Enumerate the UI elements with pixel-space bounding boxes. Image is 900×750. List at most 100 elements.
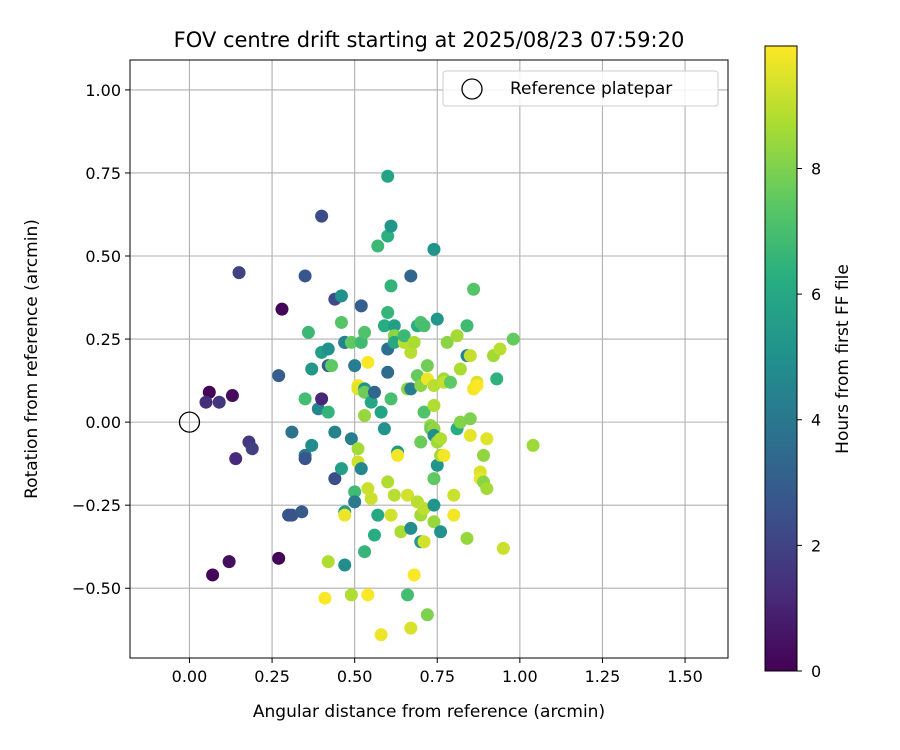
- data-point: [480, 432, 494, 446]
- colorbar-ticks: 0 2 4 6 8: [797, 159, 821, 681]
- y-tick-label: −0.50: [72, 579, 121, 598]
- data-point: [354, 299, 368, 313]
- data-point: [437, 448, 451, 462]
- colorbar-tick-label: 6: [811, 285, 821, 304]
- y-tick-label: −0.25: [72, 496, 121, 515]
- data-point: [199, 395, 213, 409]
- y-axis-label: Rotation from reference (arcmin): [22, 219, 42, 499]
- x-tick-label: 0.75: [419, 667, 455, 686]
- y-tick-label: 0.00: [85, 413, 121, 432]
- data-point: [321, 342, 335, 356]
- data-point: [453, 362, 467, 376]
- data-point: [387, 319, 401, 333]
- data-point: [493, 342, 507, 356]
- y-tick-label: 0.50: [85, 247, 121, 266]
- data-point: [506, 332, 520, 346]
- data-point: [374, 628, 388, 642]
- data-point: [361, 482, 375, 496]
- data-point: [470, 379, 484, 393]
- data-point: [496, 541, 510, 555]
- data-point: [384, 508, 398, 522]
- data-point: [315, 209, 329, 223]
- data-point: [404, 345, 418, 359]
- data-point: [387, 335, 401, 349]
- colorbar-tick-label: 8: [811, 159, 821, 178]
- data-point: [202, 385, 216, 399]
- data-point: [348, 359, 362, 373]
- data-point: [391, 448, 405, 462]
- data-point: [447, 508, 461, 522]
- data-point: [381, 169, 395, 183]
- data-point: [305, 362, 319, 376]
- data-point: [334, 289, 348, 303]
- x-tick-label: 1.25: [585, 667, 621, 686]
- data-point: [295, 505, 309, 519]
- data-point: [427, 399, 441, 413]
- y-tick-label: 0.25: [85, 330, 121, 349]
- data-point: [328, 472, 342, 486]
- legend-label: Reference platepar: [510, 79, 672, 99]
- data-points: [199, 169, 540, 642]
- x-tick-label: 0.00: [172, 667, 208, 686]
- data-point: [414, 435, 428, 449]
- data-point: [351, 442, 365, 456]
- data-point: [285, 425, 299, 439]
- data-point: [460, 319, 474, 333]
- data-point: [275, 302, 289, 316]
- data-point: [463, 428, 477, 442]
- data-point: [404, 269, 418, 283]
- data-point: [364, 492, 378, 506]
- data-point: [371, 508, 385, 522]
- x-axis-label: Angular distance from reference (arcmin): [253, 702, 605, 722]
- data-point: [377, 319, 391, 333]
- data-point: [374, 405, 388, 419]
- data-point: [212, 395, 226, 409]
- data-point: [407, 335, 421, 349]
- data-point: [430, 458, 444, 472]
- data-point: [401, 588, 415, 602]
- data-point: [348, 495, 362, 509]
- data-point: [344, 588, 358, 602]
- x-tick-label: 1.00: [502, 667, 538, 686]
- data-point: [225, 389, 239, 403]
- data-point: [272, 551, 286, 565]
- legend-box: [442, 70, 719, 107]
- data-point: [434, 432, 448, 446]
- legend-marker-circle: [461, 78, 483, 100]
- data-point: [311, 402, 325, 416]
- x-tick-label: 0.50: [337, 667, 373, 686]
- data-point: [381, 475, 395, 489]
- data-point: [334, 315, 348, 329]
- data-point: [354, 335, 368, 349]
- x-axis-ticks: 0.00 0.25 0.50 0.75 1.00 1.25 1.50: [172, 658, 703, 686]
- data-point: [397, 329, 411, 343]
- data-point: [222, 555, 236, 569]
- data-point: [401, 488, 415, 502]
- data-point: [325, 359, 339, 373]
- data-point: [367, 385, 381, 399]
- data-point: [321, 555, 335, 569]
- data-point: [443, 375, 457, 389]
- data-point: [420, 359, 434, 373]
- data-point: [453, 415, 467, 429]
- data-point: [358, 545, 372, 559]
- data-point: [298, 452, 312, 466]
- colorbar: [764, 45, 798, 672]
- data-point: [361, 355, 375, 369]
- data-point: [417, 405, 431, 419]
- data-point: [321, 405, 335, 419]
- data-point: [404, 521, 418, 535]
- colorbar-tick-label: 0: [811, 662, 821, 681]
- data-point: [384, 219, 398, 233]
- data-point: [377, 422, 391, 436]
- data-point: [450, 329, 464, 343]
- data-point: [427, 379, 441, 393]
- colorbar-label: Hours from first FF file: [833, 264, 853, 454]
- data-point: [447, 488, 461, 502]
- data-point: [490, 372, 504, 386]
- data-point: [364, 395, 378, 409]
- data-point: [384, 392, 398, 406]
- data-point: [434, 525, 448, 539]
- data-point: [407, 568, 421, 582]
- data-point: [460, 531, 474, 545]
